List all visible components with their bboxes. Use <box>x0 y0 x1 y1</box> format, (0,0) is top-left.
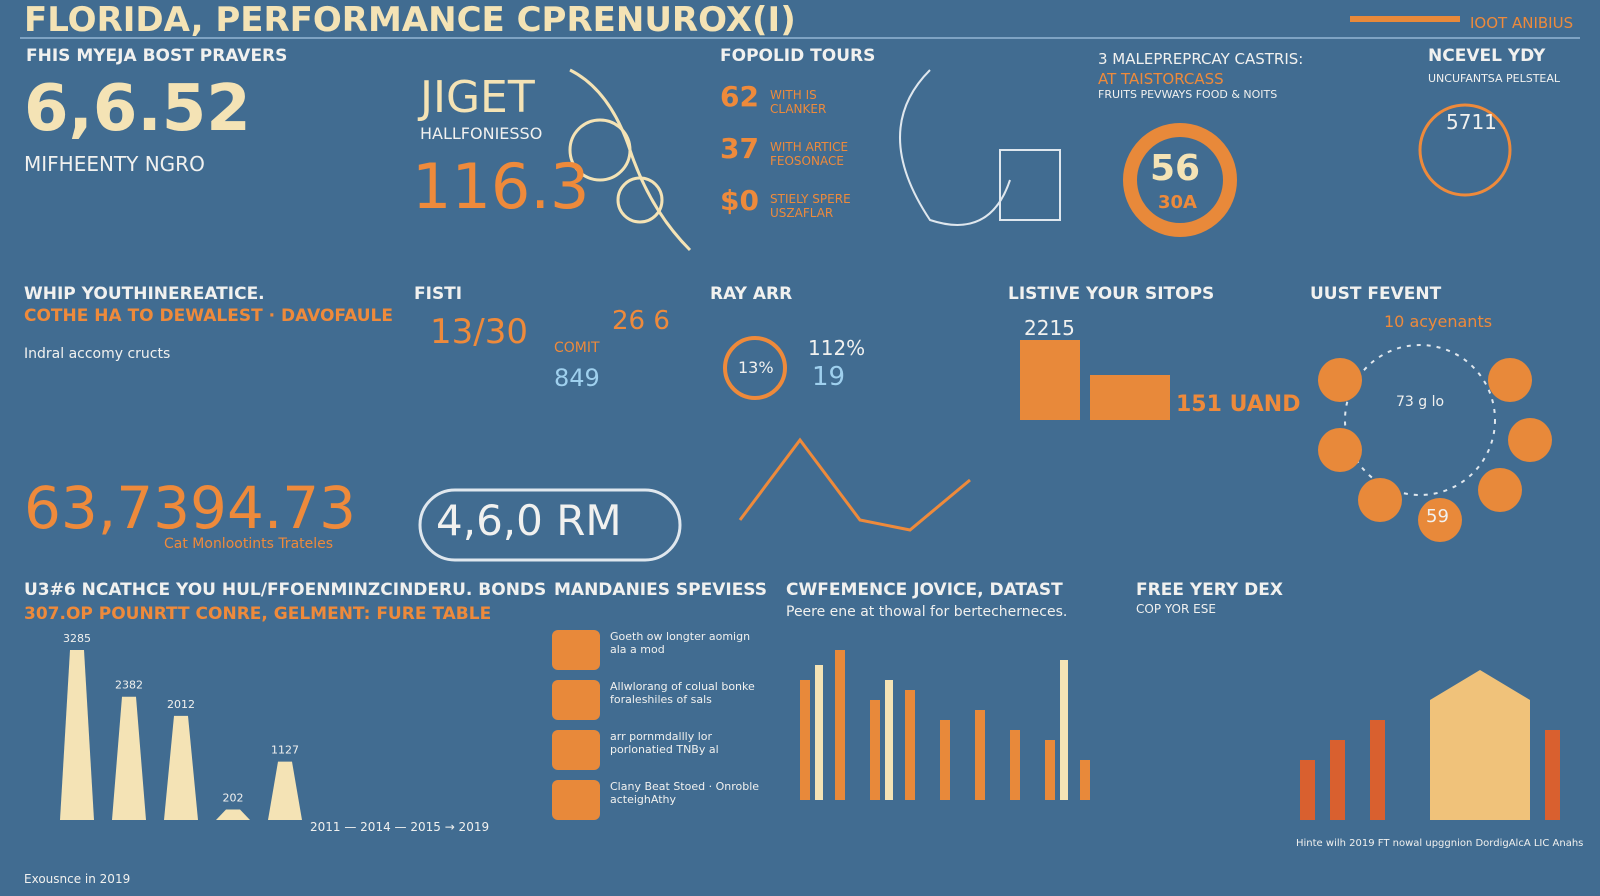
number: 112% <box>808 336 866 360</box>
heading: UUST FEVENT <box>1310 284 1442 304</box>
heading: FISTI <box>414 284 463 304</box>
item-text: arr pornmdallly lor porlonatied TNBy al <box>610 730 719 756</box>
heading: NCEVEL YDY <box>1428 46 1546 66</box>
subheading: UNCUFANTSA PELSTEAL <box>1428 72 1561 85</box>
gauge-label: 30A <box>1158 192 1197 213</box>
caption: Cat Monlootints Trateles <box>164 536 334 552</box>
page-title: FLORIDA, PERFORMANCE CPRENUROX(I) <box>24 0 796 40</box>
number: 151 UAND <box>1176 392 1301 417</box>
gauge-number: 56 <box>1150 148 1201 189</box>
bar-label: 2012 <box>167 698 195 711</box>
heading: WHIP YOUTHINEREATICE. <box>24 284 265 304</box>
heading: RAY ARR <box>710 284 793 304</box>
axis-label: 2011 — 2014 — 2015 → 2019 <box>310 820 490 834</box>
heading: CWFEMENCE JOVICE, DATAST <box>786 580 1063 600</box>
heading: AT TAISTORCASS <box>1098 70 1224 88</box>
row-text: WITH IS CLANKER <box>770 88 827 116</box>
row-text: STIELY SPERE USZAFLAR <box>770 192 851 220</box>
number: 13/30 <box>430 312 528 352</box>
subheading: Peere ene at thowal for bertecherneces. <box>786 604 1068 620</box>
number: 26 6 <box>612 306 670 336</box>
heading: FOPOLID TOURS <box>720 46 876 66</box>
number: 13% <box>738 358 774 377</box>
subheading: HALLFONIESSO <box>420 124 543 143</box>
item-text: Clany Beat Stoed · Onroble acteighAthy <box>610 780 760 806</box>
row-number: 37 <box>720 132 759 165</box>
big-number: 63,7394.73 <box>24 474 357 542</box>
number: 19 <box>812 362 846 392</box>
heading: FREE YERY DEX <box>1136 580 1283 600</box>
item-text: Goeth ow longter aomign ala a mod <box>610 630 751 656</box>
heading: FHIS MYEJA BOST PRAVERS <box>26 46 288 66</box>
bar <box>216 809 250 820</box>
bar-label: 2382 <box>115 679 143 692</box>
bar <box>60 650 94 820</box>
subheading: FRUITS PEVWAYS FOOD & NOITS <box>1098 88 1278 101</box>
big-number: 4,6,0 RM <box>436 496 622 545</box>
subheading: MIFHEENTY NGRO <box>24 152 205 176</box>
big-word: JIGET <box>420 72 535 123</box>
tag: IOOT ANIBIUS <box>1470 14 1574 32</box>
bar-label: 1127 <box>271 744 299 757</box>
row-number: 62 <box>720 80 759 113</box>
subheading: COP YOR ESE <box>1136 602 1216 616</box>
label: 10 acyenants <box>1384 312 1493 331</box>
bar <box>112 696 146 820</box>
row-number: $0 <box>720 184 759 217</box>
bar <box>268 761 302 820</box>
big-number: 116.3 <box>412 150 590 223</box>
number: 2215 <box>1024 316 1075 340</box>
big-number: 6,6.52 <box>24 72 251 146</box>
number: 849 <box>554 364 600 392</box>
label: COMIT <box>554 340 600 356</box>
footnote: Exousnce in 2019 <box>24 872 131 886</box>
heading: MANDANIES SPEVIESS <box>554 580 768 600</box>
footnote: Hinte wilh 2019 FT nowal upggnion Dordig… <box>1296 838 1584 849</box>
bar <box>164 715 198 820</box>
note: Indral accomy cructs <box>24 346 171 362</box>
bar-label: 3285 <box>63 632 91 645</box>
heading: 3 MALEPREPRCAY CASTRIS: <box>1098 50 1304 68</box>
subheading: COTHE HA TO DEWALEST · DAVOFAULE <box>24 306 393 326</box>
bar-label: 202 <box>223 792 244 805</box>
label: 73 g lo <box>1396 394 1445 410</box>
subheading: 307.OP POUNRTT CONRE, GELMENT: FURE TABL… <box>24 604 492 624</box>
item-text: Allwlorang of colual bonke foraleshiles … <box>610 680 755 706</box>
row-text: WITH ARTICE FEOSONACE <box>770 140 849 168</box>
number: 59 <box>1426 506 1449 527</box>
heading: LISTIVE YOUR SITOPS <box>1008 284 1215 304</box>
heading: U3#6 NCATHCE YOU HUL/FFOENMINZCINDERU. B… <box>24 580 547 600</box>
number: 5711 <box>1446 110 1497 134</box>
